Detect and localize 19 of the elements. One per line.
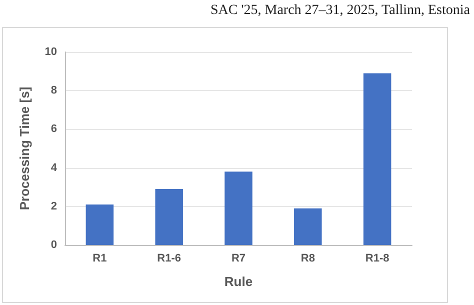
y-tick-label: 4 — [50, 162, 58, 174]
y-tick-label: 0 — [50, 239, 57, 251]
bar — [86, 204, 114, 245]
x-tick-label: R7 — [231, 252, 246, 264]
x-tick-label: R1 — [92, 252, 107, 264]
x-tick-label: R8 — [300, 252, 315, 264]
bar — [155, 189, 183, 245]
y-axis-title: Processing Time [s] — [17, 86, 32, 210]
y-tick-label: 10 — [44, 46, 57, 58]
bar — [363, 73, 392, 245]
y-tick-label: 6 — [50, 123, 57, 136]
x-tick-label: R1-6 — [157, 252, 182, 264]
y-tick-label: 8 — [50, 84, 57, 97]
x-axis-title: Rule — [224, 274, 253, 289]
x-tick-label: R1-8 — [365, 252, 390, 264]
bar — [294, 208, 322, 245]
y-tick-label: 2 — [50, 200, 57, 212]
text: SAC '25, March 27–31, 2025, Tallinn, Estonia — [210, 2, 470, 20]
bar — [224, 172, 252, 245]
